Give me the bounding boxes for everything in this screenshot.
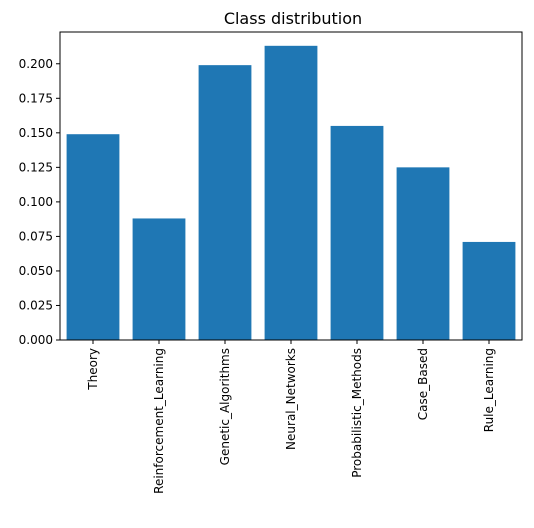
- bar-reinforcement-learning: [132, 218, 186, 340]
- y-axis: 0.000 0.025 0.050 0.075 0.100 0.125 0.150 0.175…: [19, 57, 60, 347]
- bar-genetic-algorithms: [198, 65, 252, 340]
- y-tick-label: 0.050: [19, 264, 53, 278]
- x-tick-label: Probabilistic_Methods: [350, 348, 364, 478]
- bar-case-based: [396, 167, 450, 340]
- bars-group: [66, 45, 516, 341]
- x-tick-label: Theory: [86, 348, 100, 391]
- y-tick-label: 0.100: [19, 195, 53, 209]
- bar-neural-networks: [264, 45, 318, 341]
- y-tick-label: 0.175: [19, 91, 53, 105]
- y-tick-label: 0.125: [19, 160, 53, 174]
- x-tick-label: Reinforcement_Learning: [152, 348, 166, 494]
- chart-title: Class distribution: [224, 9, 362, 28]
- bar-theory: [66, 134, 120, 340]
- x-tick-label: Neural_Networks: [284, 348, 298, 450]
- plot-frame: [59, 31, 523, 341]
- x-tick-label: Rule_Learning: [482, 348, 496, 432]
- x-tick-label: Case_Based: [416, 348, 430, 420]
- bar-probabilistic-methods: [330, 125, 384, 340]
- x-tick-label: Genetic_Algorithms: [218, 348, 232, 465]
- y-tick-label: 0.200: [19, 57, 53, 71]
- y-tick-label: 0.025: [19, 298, 53, 312]
- y-tick-label: 0.000: [19, 333, 53, 347]
- x-axis: Theory Reinforcement_Learning Genetic_Algo…: [86, 340, 496, 494]
- y-tick-label: 0.075: [19, 229, 53, 243]
- bar-rule-learning: [462, 241, 516, 340]
- y-tick-label: 0.150: [19, 126, 53, 140]
